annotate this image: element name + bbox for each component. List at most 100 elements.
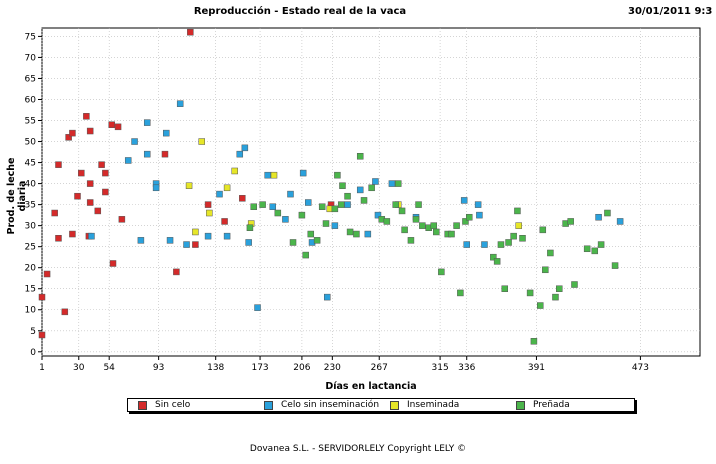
data-point-sin-celo <box>61 308 69 316</box>
data-point-prenada <box>298 211 306 219</box>
data-point-prenada <box>339 182 346 189</box>
data-point-sin-celo <box>239 195 246 202</box>
data-point-prenada <box>493 258 501 265</box>
data-point-prenada <box>462 218 469 225</box>
y-tick-label: 20 <box>25 264 37 274</box>
data-point-celo-sin-inseminacion <box>474 201 482 208</box>
data-point-sin-celo <box>38 293 46 301</box>
data-point-celo-sin-inseminacion <box>388 180 396 187</box>
data-point-sin-celo <box>65 134 72 141</box>
y-tick-label: 70 <box>25 53 37 63</box>
x-axis-label: Días en lactancia <box>325 381 417 392</box>
data-point-inseminada <box>198 138 205 145</box>
data-point-prenada <box>368 184 375 192</box>
data-point-prenada <box>501 285 509 292</box>
legend-item-sin-celo: Sin celo <box>138 399 190 411</box>
data-point-prenada <box>567 218 574 225</box>
data-point-prenada <box>334 171 341 179</box>
plot-frame <box>41 27 701 357</box>
data-point-prenada <box>453 222 460 229</box>
y-tick-label: 15 <box>25 285 36 295</box>
data-point-celo-sin-inseminacion <box>476 211 483 219</box>
legend-item-prenada: Preñada <box>516 399 570 411</box>
data-point-inseminada <box>185 182 193 189</box>
y-tick-label: 65 <box>25 74 36 84</box>
data-point-celo-sin-inseminacion <box>152 184 160 192</box>
data-point-prenada <box>430 222 438 229</box>
data-point-celo-sin-inseminacion <box>595 213 602 221</box>
data-point-celo-sin-inseminacion <box>287 190 294 198</box>
data-point-prenada <box>583 245 591 253</box>
data-point-prenada <box>433 228 440 236</box>
data-point-sin-celo <box>102 169 109 177</box>
data-point-sin-celo <box>55 161 62 168</box>
data-point-celo-sin-inseminacion <box>131 138 138 145</box>
data-point-celo-sin-inseminacion <box>299 169 307 177</box>
data-point-sin-celo <box>86 180 94 187</box>
data-point-sin-celo <box>78 169 85 177</box>
data-point-prenada <box>259 201 266 208</box>
data-point-prenada <box>415 201 422 208</box>
x-tick-label: 267 <box>371 363 388 373</box>
data-point-prenada <box>356 153 364 160</box>
data-point-prenada <box>346 228 354 236</box>
data-point-celo-sin-inseminacion <box>374 211 382 219</box>
x-tick-label: 206 <box>293 363 310 373</box>
y-tick-label: 10 <box>25 306 37 316</box>
data-point-prenada <box>438 268 445 276</box>
data-point-celo-sin-inseminacion <box>88 232 95 240</box>
y-tick-label: 35 <box>25 201 36 211</box>
x-tick-label: 138 <box>207 363 224 373</box>
legend-swatch <box>390 400 399 410</box>
data-point-prenada <box>419 222 426 229</box>
data-point-sin-celo <box>187 28 194 36</box>
data-point-celo-sin-inseminacion <box>223 232 231 240</box>
data-point-celo-sin-inseminacion <box>124 157 132 164</box>
data-point-prenada <box>392 201 399 208</box>
data-point-prenada <box>466 213 473 221</box>
data-point-celo-sin-inseminacion <box>304 199 312 206</box>
data-point-prenada <box>407 237 415 244</box>
data-point-sin-celo <box>114 123 122 131</box>
y-tick-label: 75 <box>25 32 36 42</box>
legend-label: Preñada <box>533 400 570 410</box>
data-point-sin-celo <box>43 270 51 278</box>
data-point-celo-sin-inseminacion <box>616 218 624 225</box>
data-point-prenada <box>497 241 505 248</box>
data-point-prenada <box>383 218 391 225</box>
x-tick-label: 230 <box>324 363 341 373</box>
data-point-prenada <box>398 207 406 215</box>
y-tick-label: 0 <box>30 348 36 358</box>
x-tick-label: 391 <box>528 363 545 373</box>
x-tick-label: 473 <box>632 363 649 373</box>
data-point-celo-sin-inseminacion <box>372 178 379 185</box>
data-point-sin-celo <box>83 113 90 120</box>
data-point-sin-celo <box>192 241 199 248</box>
data-point-inseminada <box>270 171 278 179</box>
data-point-prenada <box>611 262 619 269</box>
data-point-prenada <box>337 201 345 208</box>
data-point-celo-sin-inseminacion <box>176 100 184 107</box>
data-point-prenada <box>519 235 526 242</box>
data-point-prenada <box>542 266 549 274</box>
data-point-prenada <box>250 203 257 210</box>
data-point-sin-celo <box>55 235 62 242</box>
y-tick-label: 50 <box>25 138 37 148</box>
data-point-sin-celo <box>109 260 117 267</box>
data-point-celo-sin-inseminacion <box>364 230 372 238</box>
data-point-sin-celo <box>51 209 58 217</box>
data-point-celo-sin-inseminacion <box>331 222 339 229</box>
data-point-celo-sin-inseminacion <box>216 190 223 198</box>
data-point-inseminada <box>515 222 522 229</box>
data-point-celo-sin-inseminacion <box>236 150 244 158</box>
data-point-sin-celo <box>74 192 81 200</box>
legend-swatch <box>516 400 525 410</box>
data-point-sin-celo <box>69 129 76 137</box>
data-point-sin-celo <box>221 218 228 225</box>
data-point-prenada <box>246 224 254 231</box>
data-point-sin-celo <box>204 201 212 208</box>
data-point-celo-sin-inseminacion <box>324 293 331 301</box>
y-tick-label: 45 <box>25 159 36 169</box>
y-tick-label: 40 <box>25 180 37 190</box>
report-datetime: 30/01/2011 9:3 <box>628 6 713 17</box>
